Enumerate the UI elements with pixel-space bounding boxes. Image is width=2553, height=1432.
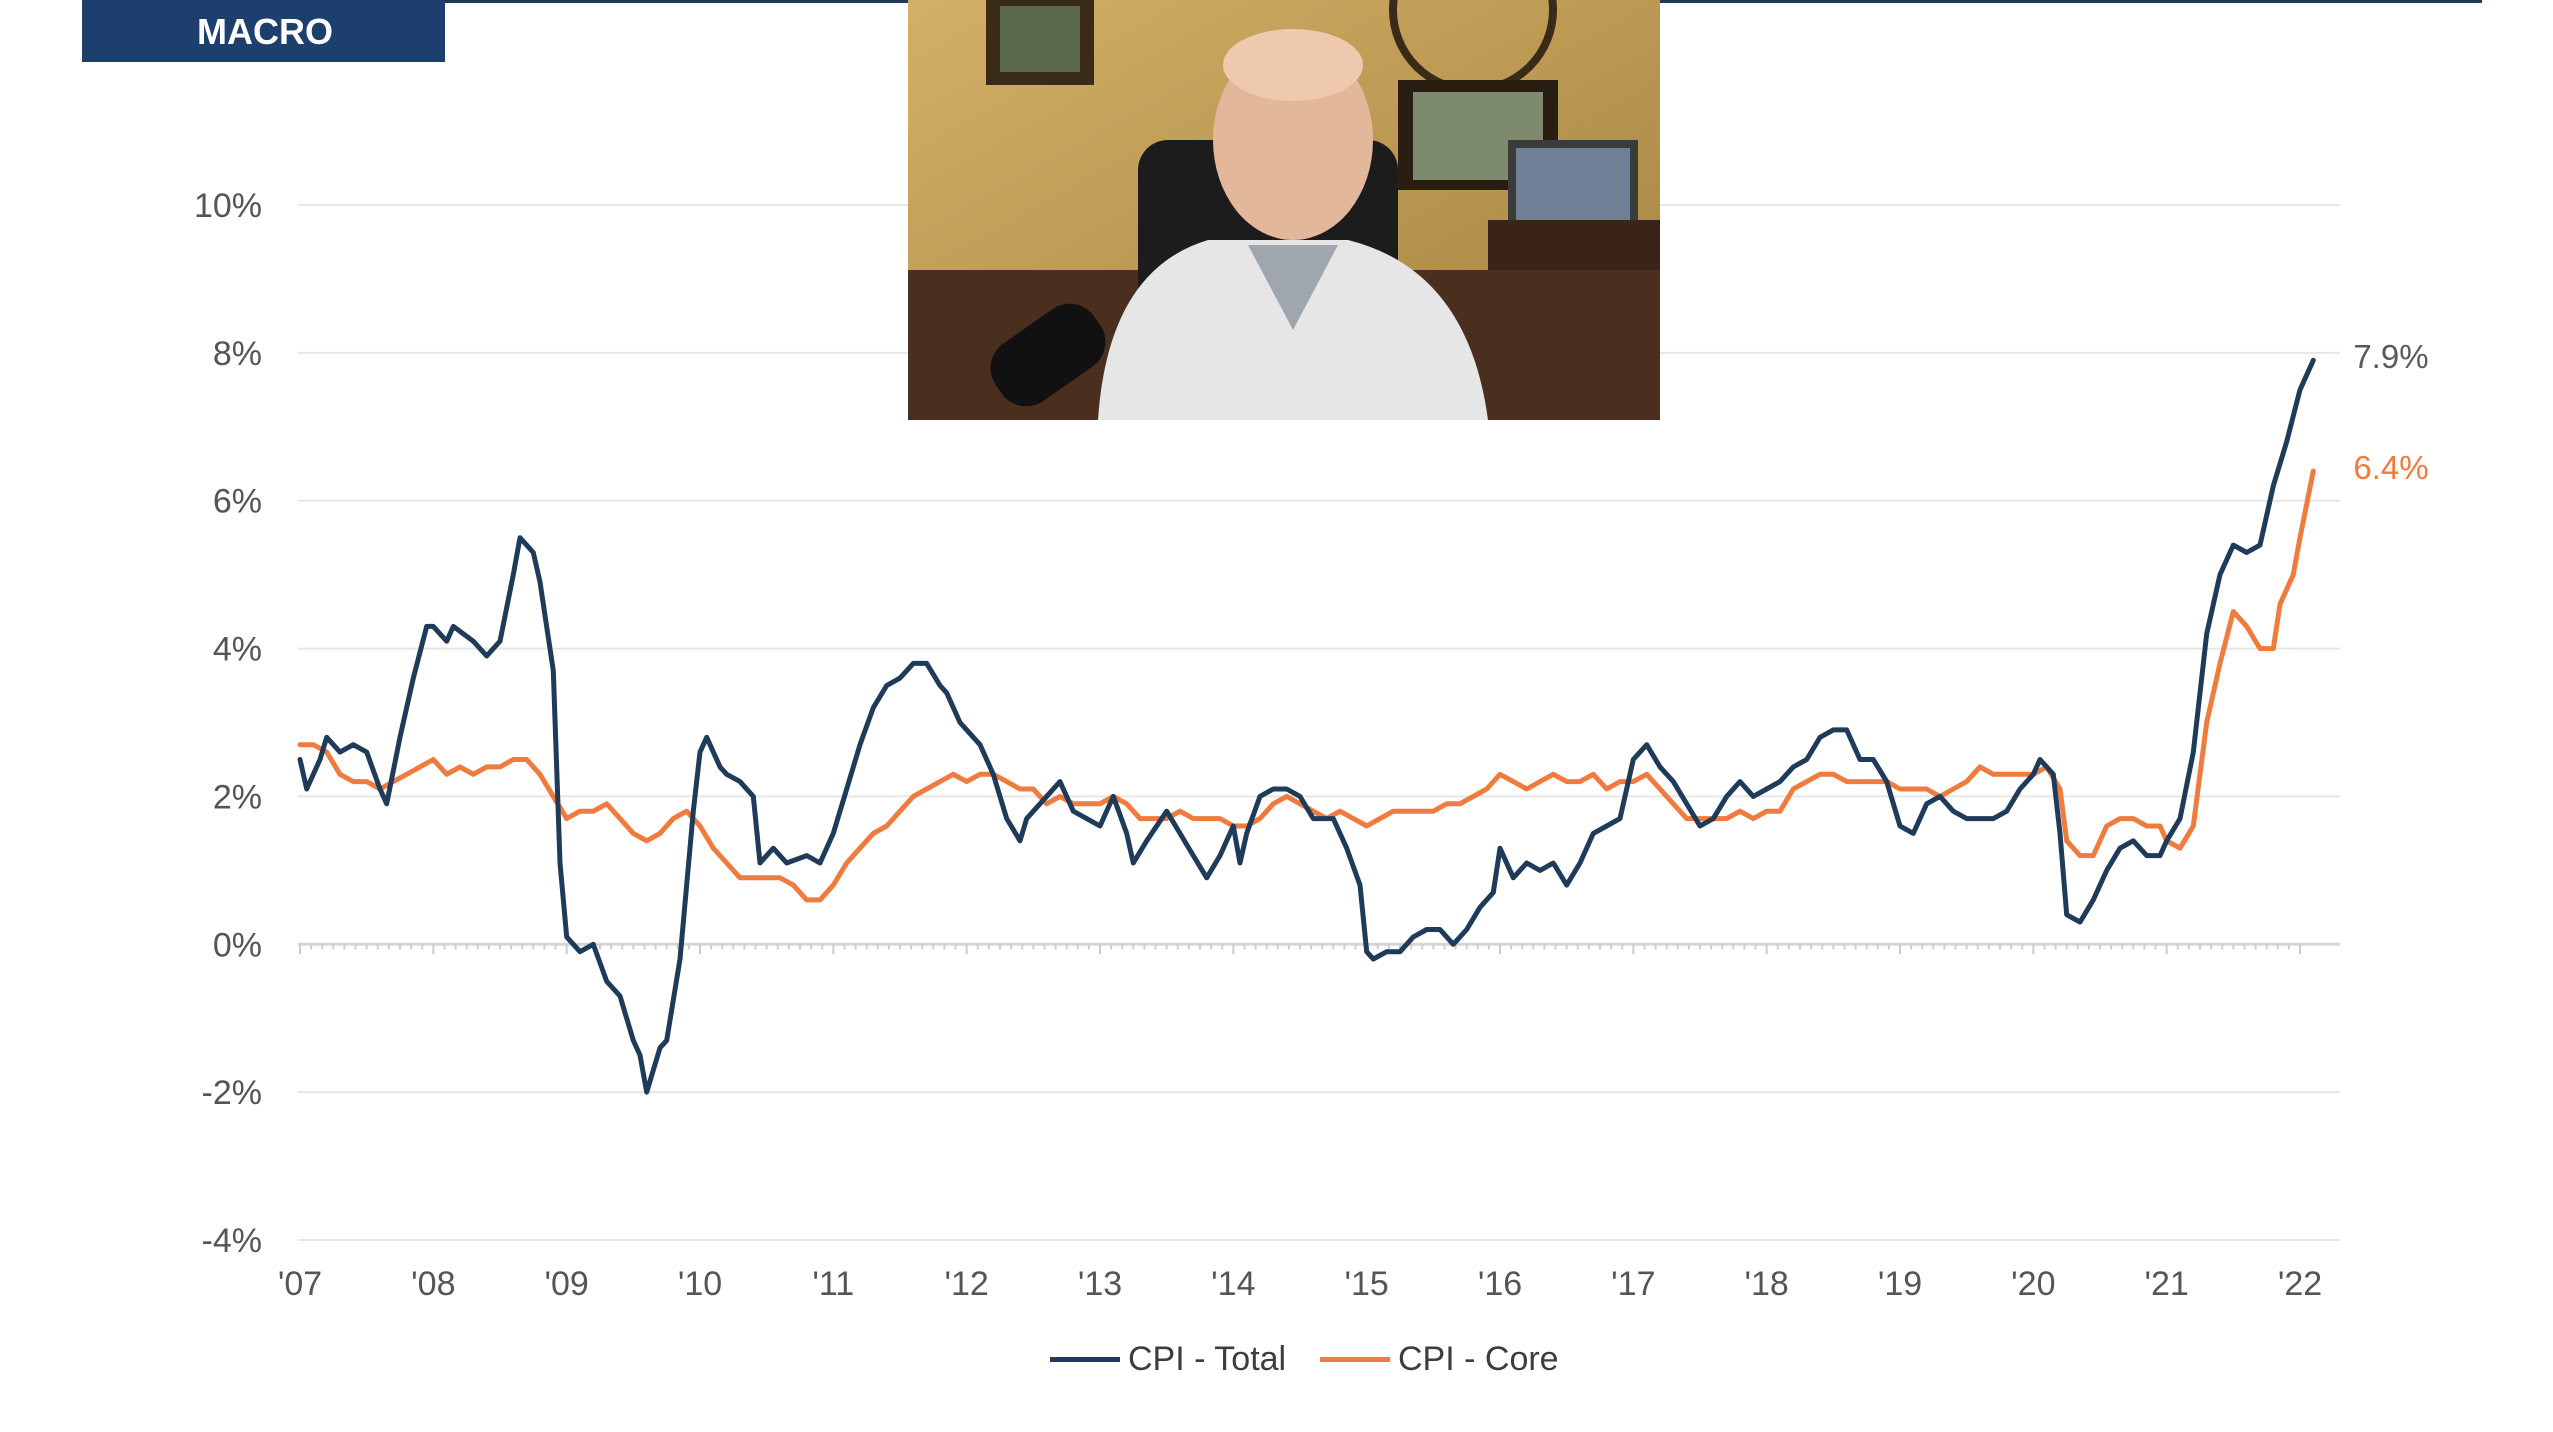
end-label-cpi-total: 7.9%: [2353, 338, 2429, 376]
legend-label-cpi-total: CPI - Total: [1128, 1340, 1287, 1378]
y-tick-label: 6%: [213, 483, 262, 521]
end-label-cpi-core: 6.4%: [2353, 449, 2429, 487]
legend-swatch-cpi-core: [1320, 1357, 1390, 1362]
legend-swatch-cpi-total: [1050, 1357, 1120, 1362]
x-tick-label: '16: [1478, 1265, 1522, 1303]
x-tick-label: '11: [812, 1265, 854, 1303]
x-tick-label: '07: [278, 1265, 322, 1303]
x-tick-label: '15: [1345, 1265, 1389, 1303]
gridlines: [298, 204, 2340, 1241]
x-tick-label: '09: [545, 1265, 589, 1303]
series-lines: [297, 357, 2316, 1095]
section-tab: MACRO: [82, 0, 445, 62]
x-tick-label: '21: [2145, 1265, 2189, 1303]
y-axis-ticks: 10% 8% 6% 4% 2% 0% -2% -4%: [194, 187, 262, 1260]
series-line-cpi-total: [297, 357, 2316, 1095]
y-tick-label: 4%: [213, 631, 262, 669]
series-line-cpi-core: [297, 468, 2316, 903]
x-tick-label: '17: [1611, 1265, 1655, 1303]
y-tick-label: 8%: [213, 335, 262, 373]
x-tick-label: '12: [945, 1265, 989, 1303]
legend-item-cpi-total: CPI - Total: [1050, 1340, 1286, 1379]
y-tick-label: 0%: [213, 926, 262, 964]
x-tick-label: '20: [2011, 1265, 2055, 1303]
section-label: MACRO: [197, 11, 333, 52]
x-tick-label: '13: [1078, 1265, 1122, 1303]
legend-label-cpi-core: CPI - Core: [1398, 1340, 1559, 1378]
microphone-icon: [990, 303, 1106, 407]
x-tick-label: '10: [678, 1265, 722, 1303]
x-tick-label: '08: [411, 1265, 455, 1303]
y-tick-label: -4%: [202, 1222, 262, 1260]
legend-item-cpi-core: CPI - Core: [1320, 1340, 1559, 1379]
y-tick-label: -2%: [202, 1074, 262, 1112]
presenter-webcam: [908, 0, 1660, 420]
x-tick-label: '18: [1745, 1265, 1789, 1303]
x-axis-ticks: '07 '08 '09 '10 '11 '12 '13 '14 '15 '16 '17 '18 '19 '…: [278, 1265, 2322, 1303]
y-tick-label: 2%: [213, 778, 262, 816]
x-tick-label: '22: [2278, 1265, 2322, 1303]
x-tick-label: '14: [1211, 1265, 1255, 1303]
x-tick-label: '19: [1878, 1265, 1922, 1303]
y-tick-label: 10%: [194, 187, 262, 225]
